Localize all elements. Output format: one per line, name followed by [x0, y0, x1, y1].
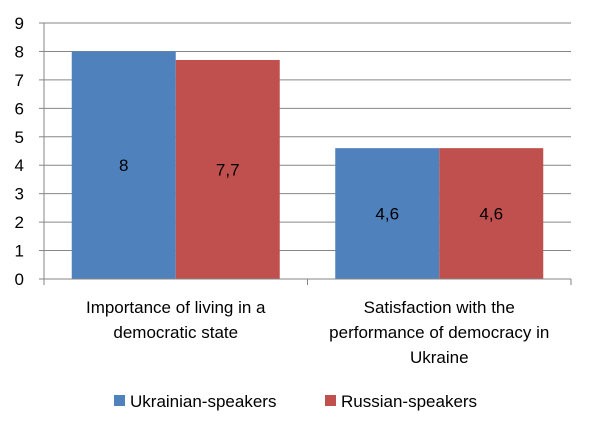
- y-tick-label: 7: [15, 71, 24, 90]
- legend-label: Ukrainian-speakers: [130, 392, 276, 411]
- y-tick-label: 3: [15, 185, 24, 204]
- y-tick-label: 2: [15, 213, 24, 232]
- x-tick-label: democratic state: [113, 323, 238, 342]
- y-axis-ticks: 0 1 2 3 4 5 6 7 8 9: [15, 14, 44, 289]
- y-tick-label: 4: [15, 156, 24, 175]
- y-tick-label: 5: [15, 128, 24, 147]
- data-label: 8: [119, 156, 128, 175]
- y-tick-label: 8: [15, 42, 24, 61]
- bar: [335, 148, 440, 279]
- y-tick-label: 0: [15, 270, 24, 289]
- legend-swatch: [325, 395, 336, 406]
- y-tick-label: 1: [15, 242, 24, 261]
- legend-label: Russian-speakers: [341, 392, 477, 411]
- x-tick-label: Ukraine: [410, 348, 469, 367]
- bars: 8 7,7 4,6 4,6: [71, 51, 544, 279]
- y-tick-label: 6: [15, 99, 24, 118]
- bar: [175, 59, 280, 279]
- legend-swatch: [114, 395, 125, 406]
- data-label: 7,7: [216, 160, 240, 179]
- bar: [71, 51, 176, 279]
- x-tick-label: performance of democracy in: [329, 323, 549, 342]
- axes: [43, 23, 572, 285]
- y-tick-label: 9: [15, 14, 24, 33]
- data-label: 4,6: [479, 205, 503, 224]
- category-labels: Importance of living in a democratic stat…: [86, 298, 549, 367]
- data-label: 4,6: [375, 205, 399, 224]
- x-tick-label: Importance of living in a: [86, 298, 266, 317]
- bar: [439, 148, 544, 279]
- x-tick-label: Satisfaction with the: [364, 298, 515, 317]
- legend: Ukrainian-speakers Russian-speakers: [114, 392, 477, 411]
